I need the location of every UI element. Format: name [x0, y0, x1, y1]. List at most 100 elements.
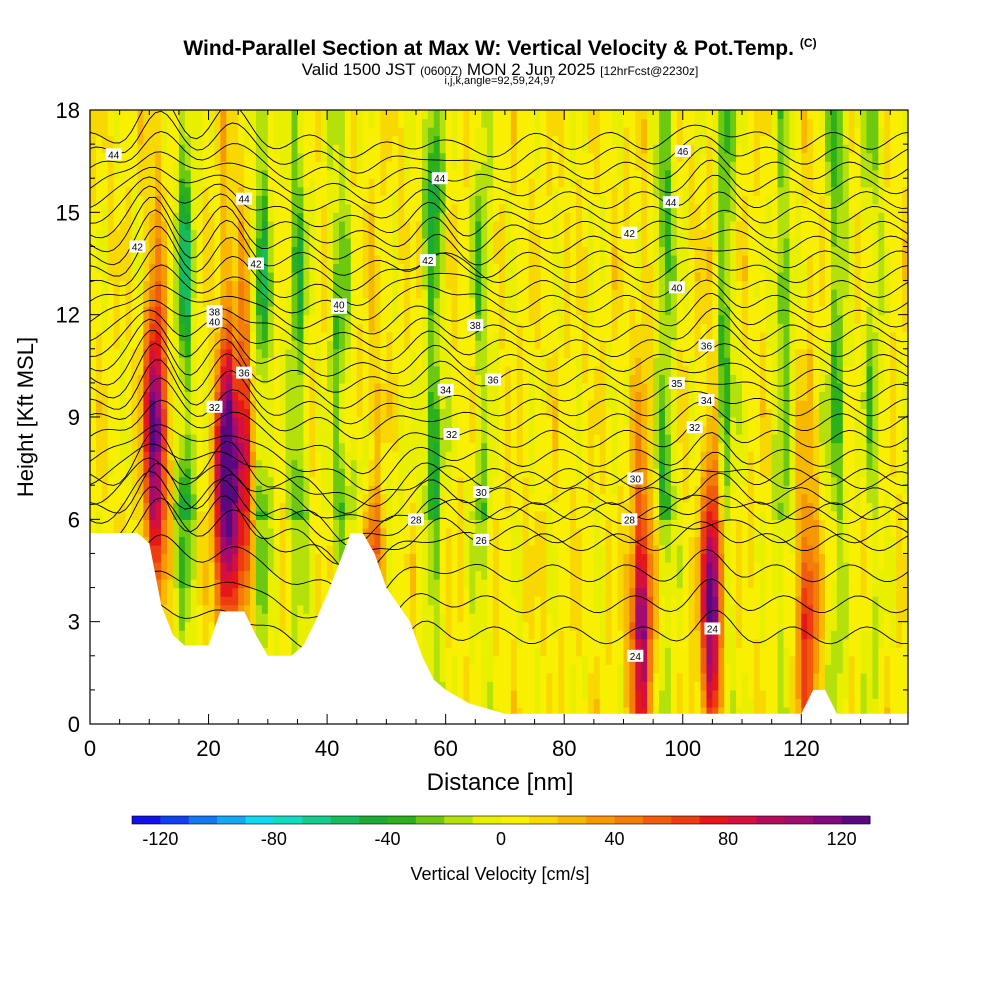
velocity-cell: [167, 493, 174, 503]
velocity-cell: [279, 596, 287, 606]
velocity-cell: [101, 468, 109, 478]
velocity-cell: [250, 272, 257, 282]
velocity-cell: [226, 417, 233, 427]
velocity-cell: [463, 613, 470, 623]
velocity-cell: [303, 357, 310, 367]
velocity-cell: [250, 144, 257, 154]
velocity-cell: [119, 127, 127, 137]
velocity-cell: [143, 203, 150, 213]
velocity-cell: [392, 493, 399, 503]
velocity-cell: [398, 306, 405, 316]
velocity-cell: [303, 144, 310, 154]
velocity-cell: [362, 186, 370, 196]
velocity-cell: [303, 254, 310, 265]
velocity-cell: [244, 237, 251, 248]
velocity-cell: [374, 280, 382, 290]
velocity-cell: [131, 212, 139, 222]
velocity-cell: [267, 323, 275, 333]
velocity-cell: [196, 638, 204, 648]
velocity-cell: [469, 485, 476, 495]
velocity-cell: [226, 297, 233, 307]
velocity-cell: [463, 621, 470, 631]
velocity-cell: [356, 417, 364, 427]
velocity-cell: [404, 382, 411, 393]
velocity-cell: [356, 118, 364, 128]
velocity-cell: [398, 442, 405, 452]
velocity-cell: [101, 314, 109, 324]
velocity-cell: [285, 161, 293, 171]
velocity-cell: [220, 468, 227, 478]
velocity-cell: [362, 169, 370, 179]
velocity-cell: [279, 502, 287, 512]
velocity-cell: [362, 357, 370, 367]
velocity-cell: [244, 570, 251, 580]
velocity-cell: [433, 135, 441, 145]
velocity-cell: [309, 476, 316, 486]
velocity-cell: [350, 425, 358, 435]
velocity-cell: [172, 399, 180, 410]
velocity-cell: [356, 161, 364, 171]
velocity-cell: [427, 374, 435, 384]
velocity-cell: [499, 655, 506, 665]
velocity-cell: [238, 502, 245, 512]
velocity-cell: [481, 672, 488, 682]
velocity-cell: [303, 272, 310, 282]
velocity-cell: [95, 519, 103, 529]
velocity-cell: [303, 596, 310, 606]
velocity-cell: [493, 212, 500, 222]
velocity-cell: [386, 135, 393, 145]
velocity-cell: [238, 536, 245, 546]
velocity-cell: [421, 510, 429, 520]
velocity-cell: [392, 408, 399, 418]
velocity-cell: [273, 399, 281, 410]
velocity-cell: [333, 254, 340, 265]
velocity-cell: [481, 681, 488, 691]
velocity-cell: [119, 229, 127, 239]
velocity-cell: [469, 638, 476, 648]
velocity-cell: [137, 306, 144, 316]
velocity-cell: [433, 186, 441, 196]
velocity-cell: [226, 169, 233, 179]
velocity-cell: [392, 519, 399, 529]
velocity-cell: [315, 570, 322, 580]
velocity-cell: [333, 519, 340, 529]
velocity-cell: [95, 408, 103, 418]
velocity-cell: [487, 630, 494, 640]
velocity-cell: [178, 417, 186, 427]
velocity-cell: [321, 365, 328, 375]
velocity-cell: [374, 161, 382, 171]
velocity-cell: [451, 237, 459, 248]
velocity-cell: [119, 382, 127, 393]
velocity-cell: [350, 118, 358, 128]
velocity-cell: [350, 442, 358, 452]
velocity-cell: [190, 596, 198, 606]
velocity-cell: [285, 459, 293, 469]
velocity-cell: [356, 289, 364, 299]
velocity-cell: [226, 553, 233, 563]
velocity-cell: [499, 596, 506, 606]
velocity-cell: [433, 237, 441, 248]
velocity-cell: [90, 323, 97, 333]
velocity-cell: [445, 340, 453, 350]
velocity-cell: [119, 510, 127, 520]
velocity-cell: [309, 442, 316, 452]
velocity-cell: [285, 118, 293, 128]
velocity-cell: [344, 417, 352, 427]
velocity-cell: [404, 519, 411, 529]
velocity-cell: [469, 570, 476, 580]
velocity-cell: [433, 246, 441, 256]
velocity-cell: [481, 374, 488, 384]
velocity-cell: [427, 425, 435, 435]
velocity-cell: [184, 493, 192, 503]
velocity-cell: [232, 391, 239, 401]
velocity-cell: [238, 297, 245, 307]
velocity-cell: [101, 246, 109, 256]
velocity-cell: [333, 272, 340, 282]
velocity-cell: [279, 374, 287, 384]
velocity-cell: [451, 647, 459, 657]
velocity-cell: [386, 237, 393, 248]
velocity-cell: [368, 254, 376, 265]
velocity-cell: [439, 186, 447, 196]
velocity-cell: [451, 246, 459, 256]
velocity-cell: [380, 485, 387, 495]
